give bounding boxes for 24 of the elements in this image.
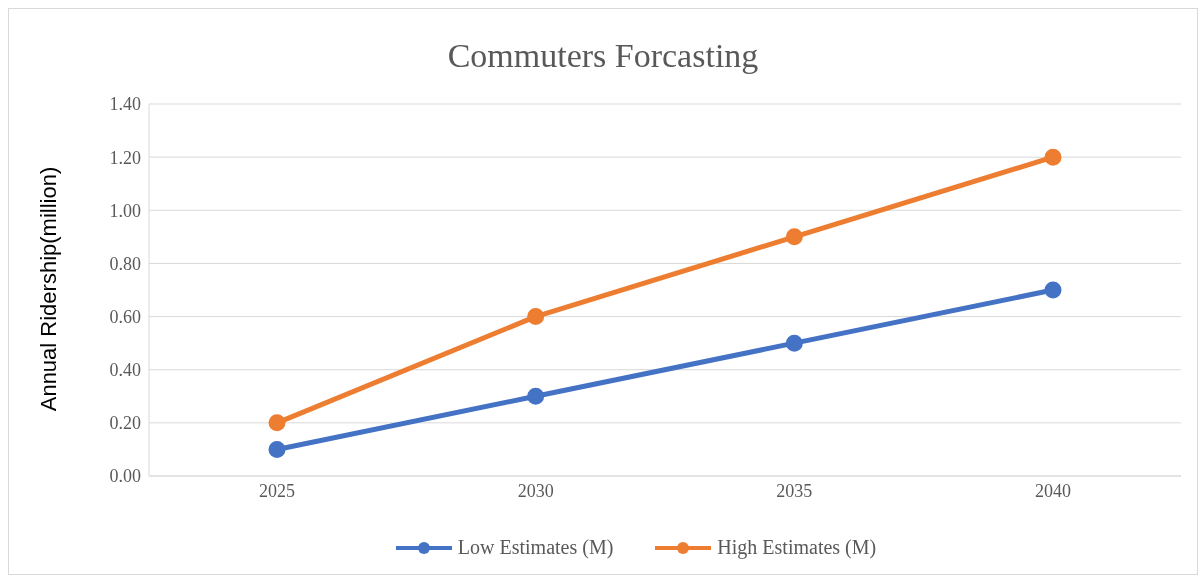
y-tick-label: 0.80 [109,253,141,274]
point [527,308,545,326]
point [268,440,286,458]
chart-title: Commuters Forcasting [446,37,760,75]
legend-label: Low Estimates (M) [457,536,614,559]
point [1044,281,1062,299]
y-tick-label: 1.00 [109,200,141,221]
x-tick-label: 2025 [259,480,295,501]
y-tick-label: 0.20 [109,413,141,434]
y-axis-title: Annual Ridership(million) [36,166,62,412]
point [1044,148,1062,166]
point [527,387,545,405]
point [785,334,803,352]
x-tick-label: 2030 [517,480,554,501]
y-tick-label: 0.40 [109,360,141,381]
y-tick-label: 1.20 [109,147,141,168]
point [785,228,803,246]
x-tick-label: 2040 [1035,480,1071,501]
legend-label: High Estimates (M) [717,536,877,559]
y-tick-label: 0.00 [109,466,141,487]
y-tick-label: 0.60 [109,306,141,327]
y-tick-label: 1.40 [109,94,141,115]
point [268,414,286,432]
x-tick-label: 2035 [776,480,813,501]
